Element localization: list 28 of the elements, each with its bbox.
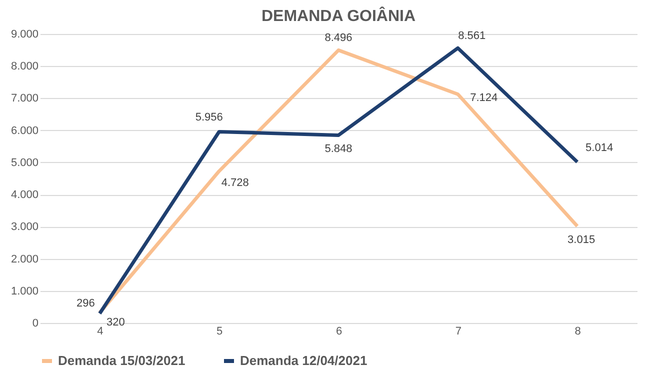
chart-title: DEMANDA GOIÂNIA [261, 6, 416, 25]
legend-label: Demanda 12/04/2021 [240, 353, 368, 368]
data-label: 320 [106, 316, 125, 329]
y-tick-label: 5.000 [10, 156, 38, 169]
data-label: 4.728 [221, 177, 249, 190]
y-tick-label: 6.000 [10, 124, 38, 137]
y-tick-label: 2.000 [10, 253, 38, 266]
x-tick-label: 5 [216, 326, 223, 338]
data-label: 3.015 [568, 234, 596, 246]
legend-label: Demanda 15/03/2021 [58, 353, 186, 368]
data-label: 5.014 [586, 142, 614, 154]
x-tick-label: 8 [574, 326, 581, 338]
y-tick-label: 1.000 [10, 285, 38, 298]
y-tick-label: 4.000 [10, 189, 38, 202]
data-label: 8.561 [458, 30, 486, 42]
y-tick-label: 8.000 [10, 60, 38, 73]
y-tick-label: 0 [32, 318, 38, 330]
data-label: 5.956 [195, 112, 223, 124]
x-tick-label: 4 [97, 326, 104, 338]
x-tick-label: 7 [455, 326, 462, 338]
data-label: 296 [76, 297, 95, 310]
data-label: 8.496 [324, 32, 352, 44]
x-tick-label: 6 [336, 326, 342, 338]
y-tick-label: 7.000 [10, 92, 38, 105]
y-tick-label: 9.000 [10, 28, 38, 40]
data-label: 5.848 [324, 143, 352, 156]
data-label: 7.124 [470, 92, 498, 104]
y-tick-label: 3.000 [10, 221, 38, 234]
